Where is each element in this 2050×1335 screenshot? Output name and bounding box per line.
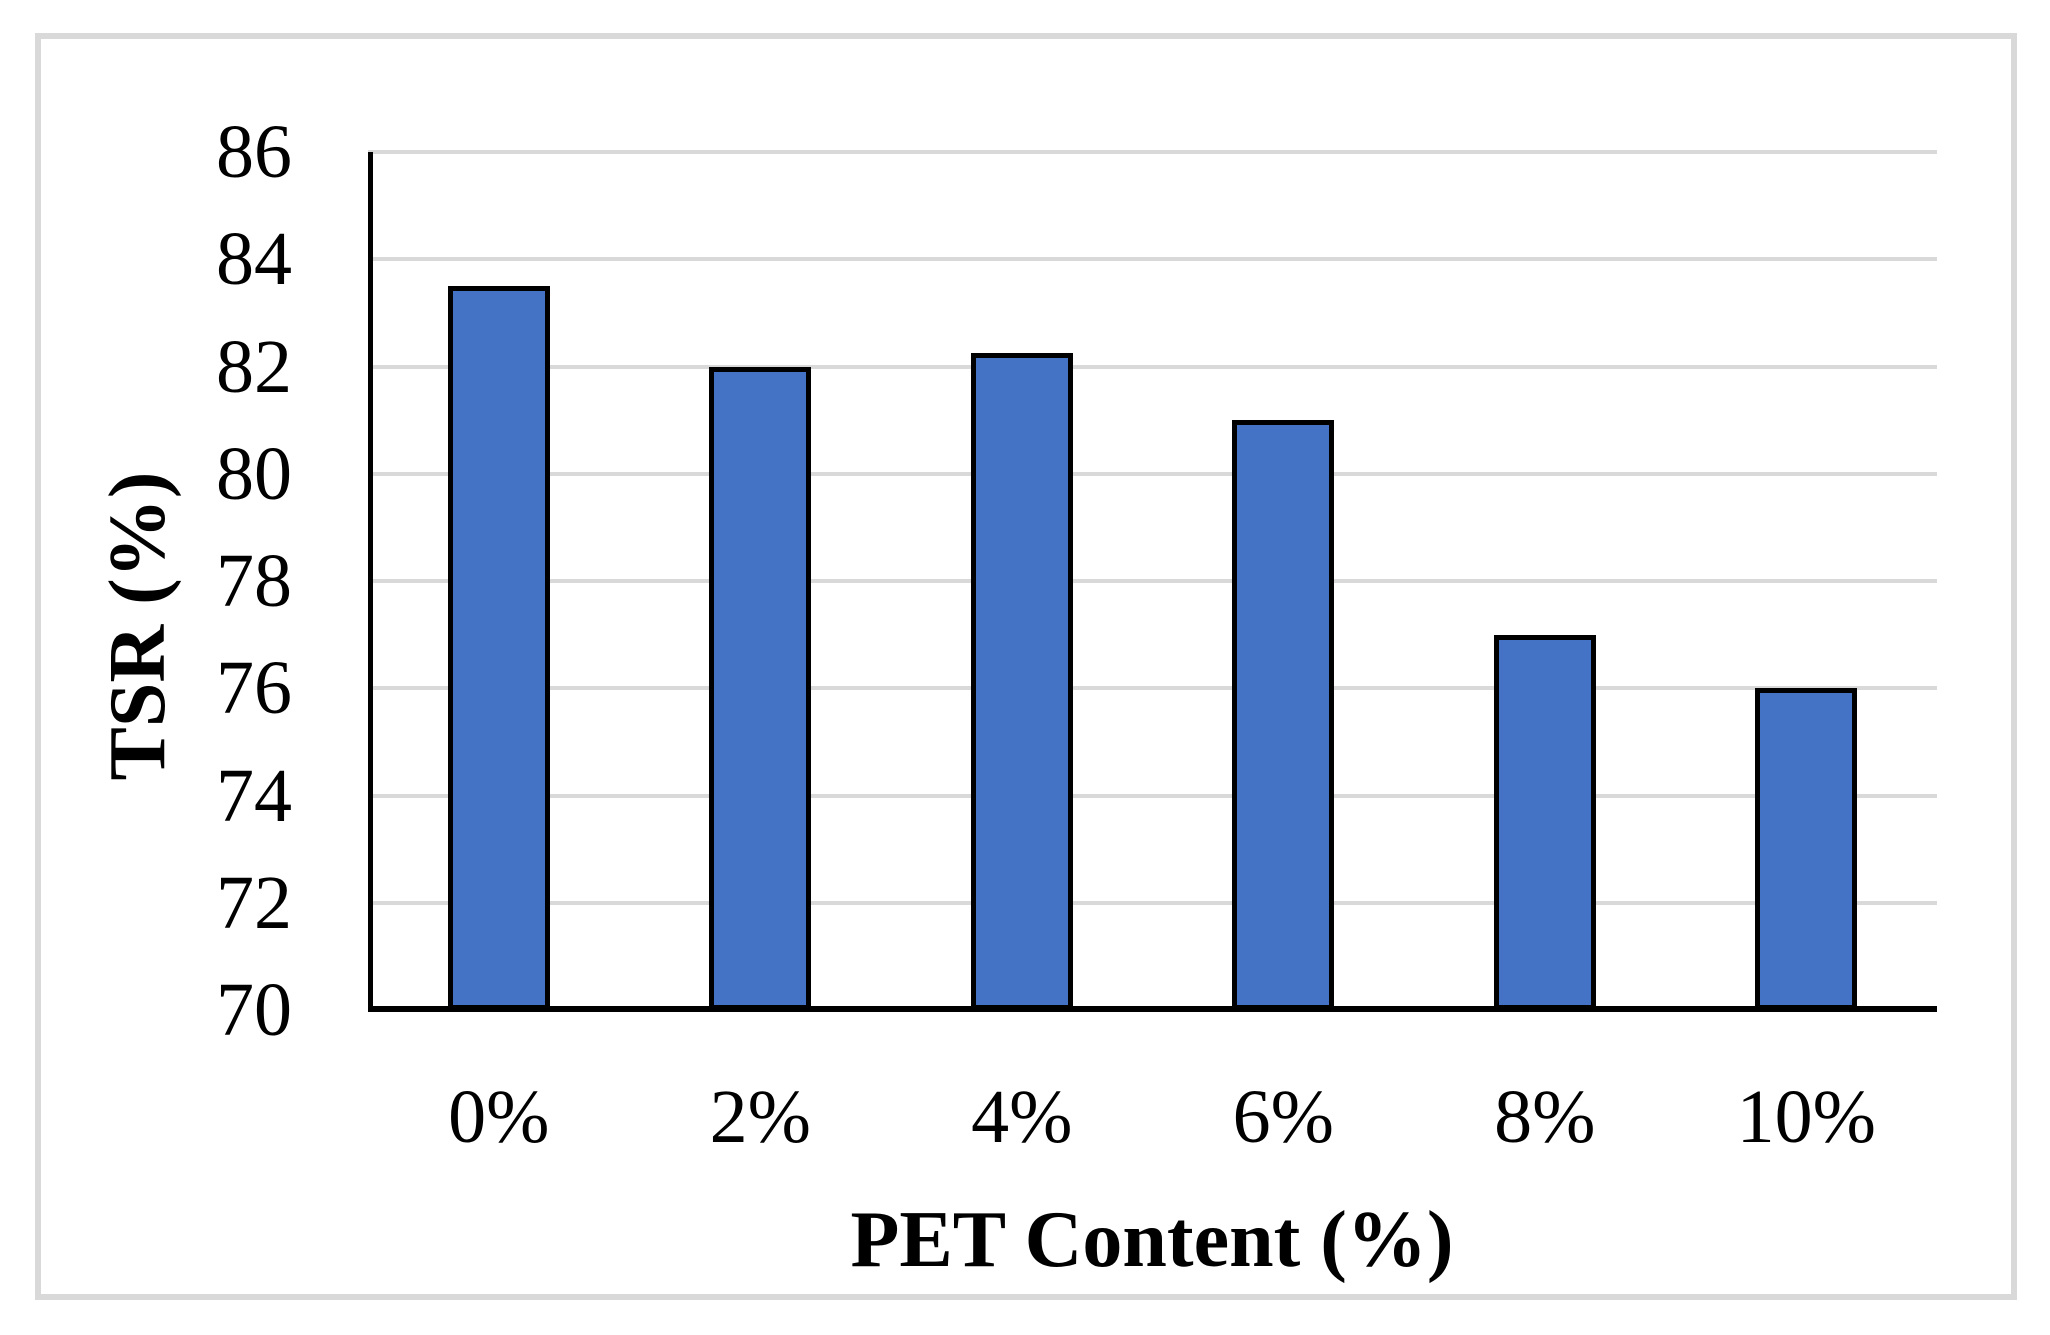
y-tick-label-70: 70 (216, 968, 292, 1052)
x-tick-label-6%: 6% (1232, 1075, 1334, 1159)
y-tick-label-74: 74 (216, 753, 292, 838)
y-axis-title: TSR (%) (94, 471, 182, 781)
x-axis-line (368, 1006, 1937, 1012)
gridline-78 (368, 579, 1937, 583)
x-axis-title: PET Content (%) (850, 1196, 1454, 1284)
gridline-82 (368, 364, 1937, 369)
x-tick-label-0%: 0% (448, 1075, 550, 1159)
x-tick-label-2%: 2% (709, 1075, 811, 1159)
bar-4% (970, 353, 1073, 1010)
bar-10% (1755, 688, 1858, 1010)
gridline-76 (368, 686, 1937, 691)
gridline-84 (368, 257, 1937, 262)
y-tick-label-72: 72 (216, 860, 292, 945)
x-tick-label-8%: 8% (1494, 1075, 1596, 1159)
x-tick-label-10%: 10% (1736, 1075, 1876, 1159)
plot-area (368, 150, 1937, 1012)
gridline-86 (368, 150, 1937, 154)
y-tick-label-78: 78 (216, 539, 292, 623)
bar-6% (1232, 420, 1335, 1010)
bar-8% (1493, 634, 1596, 1010)
chart-figure-frame: TSR (%) 70 72 74 76 78 80 82 84 86 0% 2% 4% 6% 8% 10%… (35, 33, 2017, 1300)
y-tick-label-80: 80 (216, 431, 292, 516)
bar-0% (447, 286, 550, 1010)
gridline-80 (368, 471, 1937, 476)
bar-2% (709, 366, 812, 1010)
x-tick-label-4%: 4% (971, 1075, 1073, 1159)
gridline-74 (368, 793, 1937, 798)
y-tick-label-86: 86 (216, 110, 292, 194)
y-tick-label-76: 76 (216, 646, 292, 731)
gridline-72 (368, 900, 1937, 905)
y-axis-line (368, 152, 373, 1010)
y-tick-label-82: 82 (216, 324, 292, 409)
y-tick-label-84: 84 (216, 217, 292, 302)
